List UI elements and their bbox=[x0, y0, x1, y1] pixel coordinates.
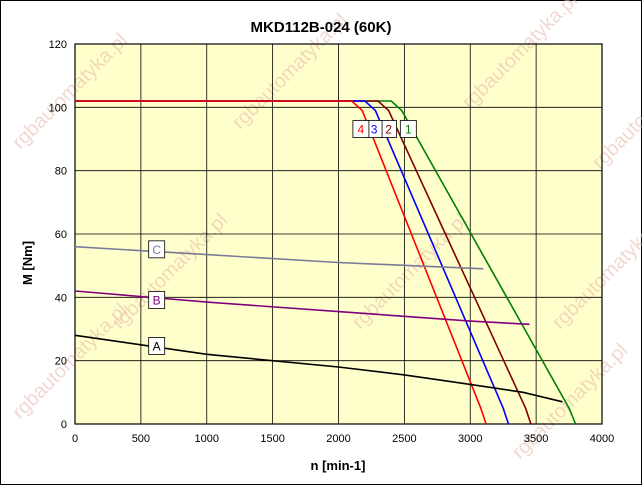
series-label-text-3: 3 bbox=[371, 123, 378, 137]
y-tick-label-3: 60 bbox=[55, 229, 67, 241]
plot-border bbox=[74, 43, 603, 425]
series-label-text-4: 4 bbox=[358, 123, 365, 137]
series-label-text-1: 1 bbox=[405, 123, 412, 137]
x-tick-labels: 0 500 1000 1500 2000 2500 3000 3500 4000 bbox=[72, 433, 614, 445]
x-tick-label-1: 500 bbox=[132, 433, 150, 445]
series-label-box-B bbox=[148, 291, 166, 309]
y-axis-label: M [Nm] bbox=[20, 241, 35, 285]
series-label-text-B: B bbox=[153, 294, 161, 308]
x-tick-label-0: 0 bbox=[72, 433, 78, 445]
x-tick-label-4: 2000 bbox=[326, 433, 350, 445]
y-tick-label-2: 40 bbox=[55, 292, 67, 304]
y-tick-label-0: 0 bbox=[61, 419, 67, 431]
series-label-box-1 bbox=[399, 120, 417, 138]
chart-title: MKD112B-024 (60K) bbox=[251, 19, 392, 36]
series-label-box-4 bbox=[352, 120, 370, 138]
series-label-box-A bbox=[148, 337, 166, 355]
series-line-4 bbox=[75, 100, 487, 425]
y-tick-label-6: 120 bbox=[49, 39, 67, 51]
series-label-text-2: 2 bbox=[385, 123, 392, 137]
x-tick-label-6: 3000 bbox=[458, 433, 482, 445]
series-label-4: 4 bbox=[352, 120, 370, 138]
x-tick-label-3: 1500 bbox=[260, 433, 284, 445]
series-label-B: B bbox=[148, 291, 166, 309]
series-label-text-A: A bbox=[153, 339, 161, 353]
series-label-C: C bbox=[148, 240, 166, 259]
series-label-text-C: C bbox=[152, 243, 161, 257]
series-label-A: A bbox=[148, 337, 166, 355]
x-tick-label-8: 4000 bbox=[590, 433, 614, 445]
series-line-C bbox=[74, 245, 484, 270]
x-tick-label-5: 2500 bbox=[392, 433, 416, 445]
y-tick-label-5: 100 bbox=[49, 102, 67, 114]
series-label-box-C bbox=[148, 240, 166, 259]
x-tick-label-7: 3500 bbox=[524, 433, 548, 445]
y-tick-label-4: 80 bbox=[55, 166, 67, 178]
y-tick-labels: 0 20 40 60 80 100 120 bbox=[49, 39, 67, 431]
x-axis-label: n [min-1] bbox=[311, 458, 366, 473]
y-tick-label-1: 20 bbox=[55, 356, 67, 368]
series-label-2: 2 bbox=[380, 120, 397, 138]
series-layer bbox=[74, 100, 577, 425]
series-label-1: 1 bbox=[399, 120, 417, 138]
x-tick-label-2: 1000 bbox=[195, 433, 219, 445]
